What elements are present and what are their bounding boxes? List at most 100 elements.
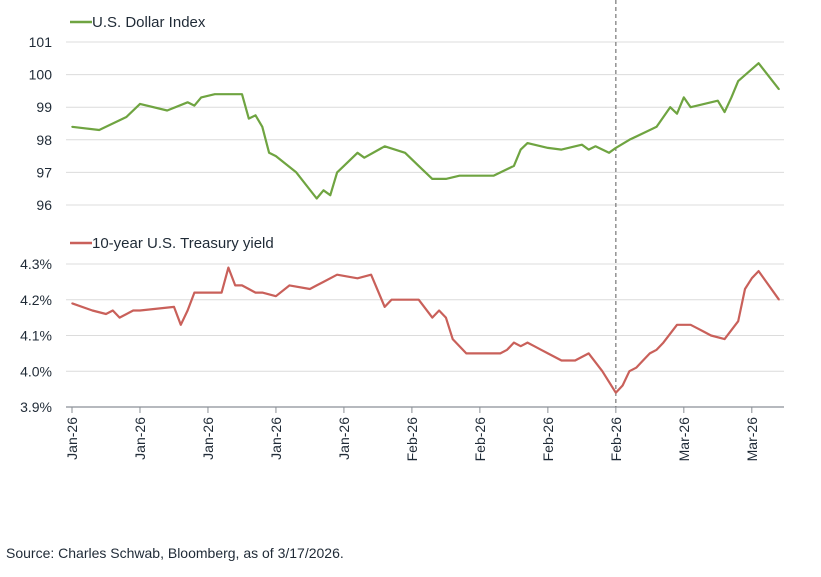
treasury-yield-points <box>71 266 780 394</box>
tsy-data-point <box>370 273 372 276</box>
dxy-data-point <box>778 88 780 91</box>
tsy-data-point <box>778 298 780 301</box>
dxy-data-point <box>737 80 739 82</box>
x-tick-label: Jan-26 <box>268 417 284 460</box>
dxy-data-point <box>166 109 168 112</box>
dollar-index-y-tick-labels: 96 97 98 99 100 101 <box>29 34 53 213</box>
tsy-data-point <box>438 309 440 312</box>
dxy-data-point <box>214 93 216 95</box>
dxy-data-point <box>248 117 250 120</box>
dollar-index-points <box>71 62 780 200</box>
tsy-y-tick-label: 3.9% <box>20 399 52 415</box>
tsy-data-point <box>560 359 563 362</box>
dxy-data-point <box>540 145 542 148</box>
dxy-data-point <box>669 106 671 108</box>
tsy-data-point <box>411 298 413 301</box>
dxy-data-point <box>383 145 386 148</box>
x-tick-label: Mar-26 <box>676 417 692 462</box>
x-tick-label: Feb-26 <box>540 417 556 462</box>
tsy-y-tick-label: 4.2% <box>20 292 52 308</box>
dxy-data-point <box>615 147 617 149</box>
tsy-data-point <box>601 370 604 373</box>
treasury-yield-y-tick-labels: 3.9% 4.0% 4.1% 4.2% 4.3% <box>20 256 52 415</box>
dxy-data-point <box>275 155 277 157</box>
dual-line-chart: 96 97 98 99 100 101 3.9% 4.0% 4.1% 4.2% 4.3% Jan-… <box>20 0 784 462</box>
tsy-data-point <box>635 366 637 369</box>
tsy-data-point <box>322 281 325 283</box>
tsy-data-point <box>248 288 250 290</box>
tsy-data-point <box>71 302 73 305</box>
dxy-data-point <box>363 156 366 159</box>
dxy-data-point <box>322 189 325 192</box>
tsy-data-point <box>91 309 94 312</box>
dxy-data-point <box>295 171 298 174</box>
dxy-data-point <box>261 126 264 128</box>
dxy-data-point <box>417 165 420 167</box>
dxy-data-point <box>655 126 658 128</box>
tsy-data-point <box>744 288 746 290</box>
x-tick-label: Jan-26 <box>132 417 148 460</box>
tsy-data-point <box>540 349 542 351</box>
dxy-y-tick-label: 99 <box>36 99 52 115</box>
dxy-data-point <box>193 104 196 107</box>
tsy-y-tick-label: 4.0% <box>20 363 52 379</box>
tsy-data-point <box>288 284 291 287</box>
tsy-data-point <box>336 273 338 276</box>
tsy-data-point <box>472 352 474 355</box>
tsy-data-point <box>397 298 400 301</box>
dxy-data-point <box>329 194 332 196</box>
tsy-data-point <box>220 291 223 294</box>
tsy-data-point <box>180 324 182 326</box>
tsy-data-point <box>451 338 454 340</box>
dollar-index-legend: U.S. Dollar Index <box>70 14 206 31</box>
treasury-yield-gridlines <box>66 263 784 372</box>
tsy-data-point <box>662 341 665 344</box>
x-tick-label: Jan-26 <box>200 417 216 460</box>
tsy-data-point <box>465 352 468 355</box>
tsy-data-point <box>628 370 631 373</box>
dxy-data-point <box>730 96 733 99</box>
dxy-data-point <box>676 112 678 115</box>
dxy-data-point <box>458 174 461 177</box>
dxy-data-point <box>445 178 447 180</box>
treasury-yield-legend-label: 10-year U.S. Treasury yield <box>92 235 274 252</box>
tsy-data-point <box>519 345 522 348</box>
dxy-y-tick-label: 96 <box>36 197 52 213</box>
tsy-data-point <box>689 324 692 326</box>
dxy-data-point <box>547 147 549 149</box>
tsy-data-point <box>275 295 277 298</box>
tsy-data-point <box>547 352 549 355</box>
tsy-data-point <box>186 309 189 312</box>
tsy-data-point <box>112 309 114 312</box>
dollar-index-legend-label: U.S. Dollar Index <box>92 14 206 31</box>
tsy-data-point <box>445 316 447 319</box>
dxy-data-point <box>628 139 631 141</box>
tsy-data-point <box>757 270 760 272</box>
dxy-data-point <box>581 143 583 146</box>
dxy-data-point <box>689 106 692 108</box>
tsy-data-point <box>723 338 726 340</box>
x-tick-label: Feb-26 <box>608 417 624 462</box>
dxy-data-point <box>526 142 529 144</box>
dxy-data-point <box>431 178 434 180</box>
tsy-data-point <box>309 288 311 290</box>
dxy-data-point <box>519 148 522 151</box>
dxy-data-point <box>139 103 141 105</box>
tsy-data-point <box>533 345 536 348</box>
dxy-data-point <box>125 116 128 118</box>
tsy-data-point <box>649 352 651 355</box>
tsy-data-point <box>132 309 134 312</box>
dxy-data-point <box>336 171 338 174</box>
dxy-data-point <box>683 96 685 99</box>
tsy-data-point <box>383 306 386 308</box>
x-tick-label: Jan-26 <box>64 417 80 460</box>
tsy-data-point <box>254 291 257 294</box>
tsy-data-point <box>642 359 644 362</box>
tsy-data-point <box>737 320 739 323</box>
tsy-data-point <box>390 298 393 301</box>
x-tick-label: Feb-26 <box>472 417 488 462</box>
tsy-data-point <box>574 359 576 362</box>
tsy-data-point <box>696 327 699 330</box>
dxy-data-point <box>356 152 359 154</box>
tsy-data-point <box>751 277 753 280</box>
